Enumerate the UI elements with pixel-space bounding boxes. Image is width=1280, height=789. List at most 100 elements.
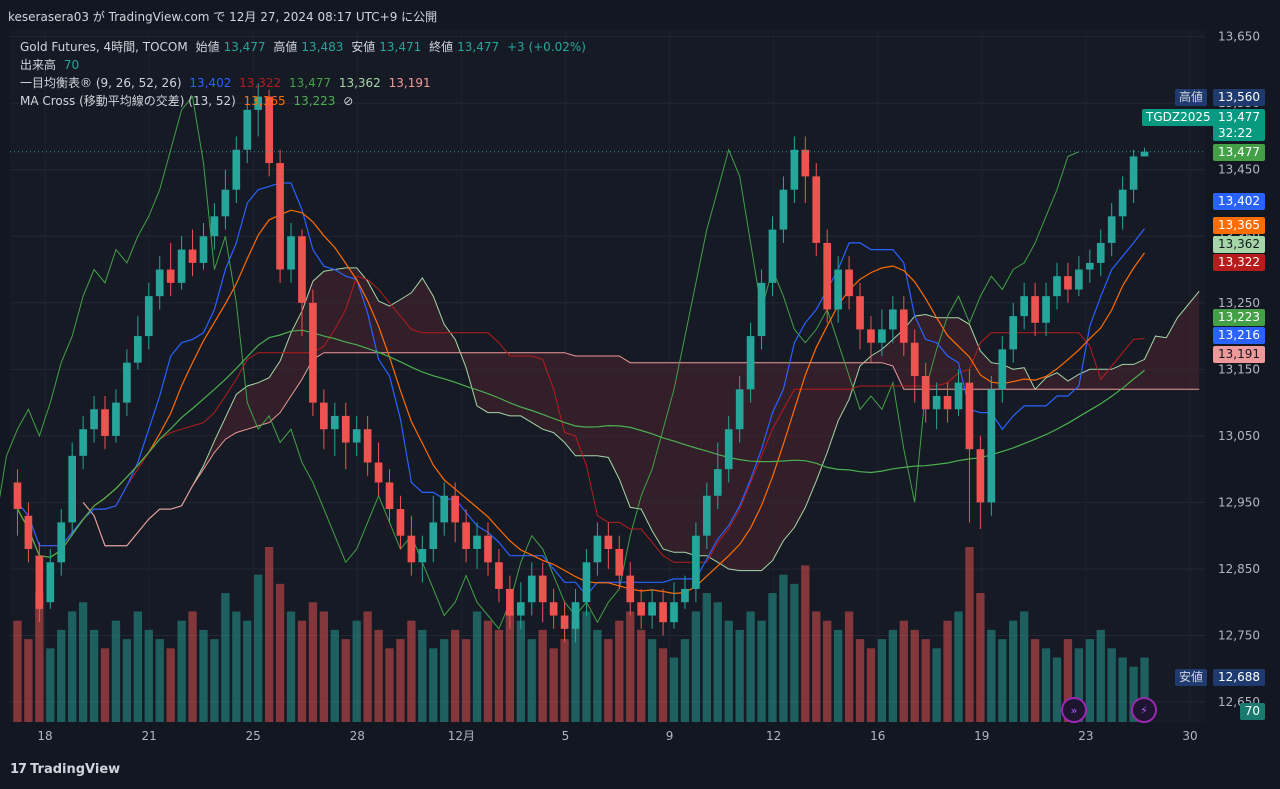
volume-bar xyxy=(571,620,580,722)
x-tick-label: 28 xyxy=(350,729,365,743)
legend-volume[interactable]: 出来高 70 xyxy=(20,56,83,73)
last-price-value: 13,477 xyxy=(1218,109,1260,124)
volume-bar xyxy=(1009,620,1018,722)
candle-body xyxy=(976,449,985,503)
candle-body xyxy=(166,269,175,283)
volume-bar xyxy=(1063,639,1073,722)
candle-body xyxy=(670,602,678,623)
volume-bar xyxy=(680,639,690,722)
volume-bar xyxy=(505,611,515,722)
volume-bar xyxy=(626,611,635,722)
volume-bar xyxy=(1052,657,1062,722)
change-value: +3 (+0.02%) xyxy=(506,40,586,54)
candle-body xyxy=(1009,316,1018,350)
candle-body xyxy=(199,236,208,263)
volume-bar xyxy=(844,611,854,722)
volume-bar xyxy=(549,648,558,722)
candle-body xyxy=(243,109,252,150)
ma-slow-line xyxy=(16,329,1145,558)
candle-body xyxy=(1042,296,1050,323)
legend-ma-cross[interactable]: MA Cross (移動平均線の交差) (13, 52) 13,365 13,2… xyxy=(20,92,357,109)
candle-body xyxy=(867,329,875,343)
candle-body xyxy=(713,469,722,496)
volume-bar xyxy=(658,648,668,722)
ichimoku-kijun-line xyxy=(17,275,1145,563)
indicator-price-tag: 13,362 xyxy=(1213,236,1265,253)
publisher-bar: keserasera03 が TradingView.com で 12月 27,… xyxy=(0,0,1280,30)
x-tick-label: 12 xyxy=(766,729,781,743)
ichimoku-spanA-value: 13,362 xyxy=(338,76,381,90)
candle-body xyxy=(648,602,656,616)
replay-icon[interactable]: » xyxy=(1061,697,1087,723)
volume-bar xyxy=(297,620,307,722)
volume-bar xyxy=(144,629,153,722)
indicator-price-tag: 13,223 xyxy=(1213,309,1265,326)
candle-body xyxy=(615,549,624,576)
footer xyxy=(0,752,1280,789)
legend-ohlc[interactable]: Gold Futures, 4時間, TOCOM 始値 13,477 高値 13,4… xyxy=(20,38,590,55)
legend-ichimoku[interactable]: 一目均衡表® (9, 26, 52, 26) 13,402 13,322 13,… xyxy=(20,74,435,91)
candle-body xyxy=(626,575,635,603)
y-tick-label: 12,950 xyxy=(1218,495,1260,509)
candle-body xyxy=(473,535,481,549)
volume-bar xyxy=(746,611,755,722)
volume-bar xyxy=(46,648,55,722)
candle-body xyxy=(724,429,733,470)
candle-body xyxy=(593,535,602,563)
brand-text: TradingView xyxy=(30,762,121,777)
y-tick-label: 13,150 xyxy=(1218,362,1260,376)
high-label-tag: 高値 xyxy=(1175,88,1208,106)
volume-bar xyxy=(790,583,799,722)
ma-label[interactable]: MA Cross (移動平均線の交差) (13, 52) xyxy=(20,94,236,108)
volume-bar xyxy=(866,648,876,722)
high-value: 13,483 xyxy=(301,40,344,54)
volume-bar xyxy=(932,648,941,722)
candle-body xyxy=(1118,189,1127,217)
volume-bar xyxy=(330,629,339,722)
candle-body xyxy=(538,575,547,603)
symbol-label[interactable]: Gold Futures, 4時間, TOCOM xyxy=(20,40,188,54)
volume-bar xyxy=(407,620,416,722)
volume-bar xyxy=(122,639,132,722)
volume-bar xyxy=(1129,666,1138,722)
indicator-price-tag: 13,477 xyxy=(1213,144,1265,161)
volume-bar xyxy=(560,639,569,722)
candle-body xyxy=(943,395,952,410)
volume-bar xyxy=(57,629,66,722)
volume-bar xyxy=(954,611,963,722)
ichimoku-tenkan-value: 13,402 xyxy=(189,76,232,90)
y-tick-label: 13,050 xyxy=(1218,429,1260,443)
candle-body xyxy=(527,575,536,603)
volume-bar xyxy=(735,629,744,722)
candle-body xyxy=(779,189,788,230)
ma-slow-value: 13,223 xyxy=(293,94,336,108)
bar-countdown: 32:22 xyxy=(1218,125,1253,140)
volume-bar xyxy=(855,639,865,722)
x-tick-label: 30 xyxy=(1182,729,1197,743)
x-tick-label: 5 xyxy=(562,729,570,743)
candle-body xyxy=(35,555,44,609)
indicator-price-tag: 13,216 xyxy=(1213,327,1265,344)
candle-body xyxy=(90,409,98,430)
candle-body xyxy=(309,302,317,403)
candle-body xyxy=(221,189,230,217)
candle-body xyxy=(287,236,295,270)
volume-bar xyxy=(286,611,296,722)
candle-body xyxy=(1031,296,1039,323)
volume-bar xyxy=(538,629,547,722)
candle-body xyxy=(921,376,930,410)
ichimoku-spanB-value: 13,191 xyxy=(388,76,431,90)
candle-body xyxy=(692,535,700,589)
volume-label[interactable]: 出来高 xyxy=(20,58,57,72)
candle-body xyxy=(998,349,1007,390)
flash-icon[interactable]: ⚡ xyxy=(1131,697,1157,723)
volume-bar xyxy=(243,620,252,722)
ichimoku-label[interactable]: 一目均衡表® (9, 26, 52, 26) xyxy=(20,76,182,90)
symbol-tag: TGDZ2025 xyxy=(1142,108,1215,126)
ichimoku-tenkan-line xyxy=(17,182,1145,597)
hidden-eye-icon[interactable]: ⊘ xyxy=(343,94,354,108)
candle-body xyxy=(801,149,810,177)
close-label: 終値 xyxy=(429,40,454,54)
tradingview-logo[interactable]: 17 TradingView xyxy=(10,762,120,777)
